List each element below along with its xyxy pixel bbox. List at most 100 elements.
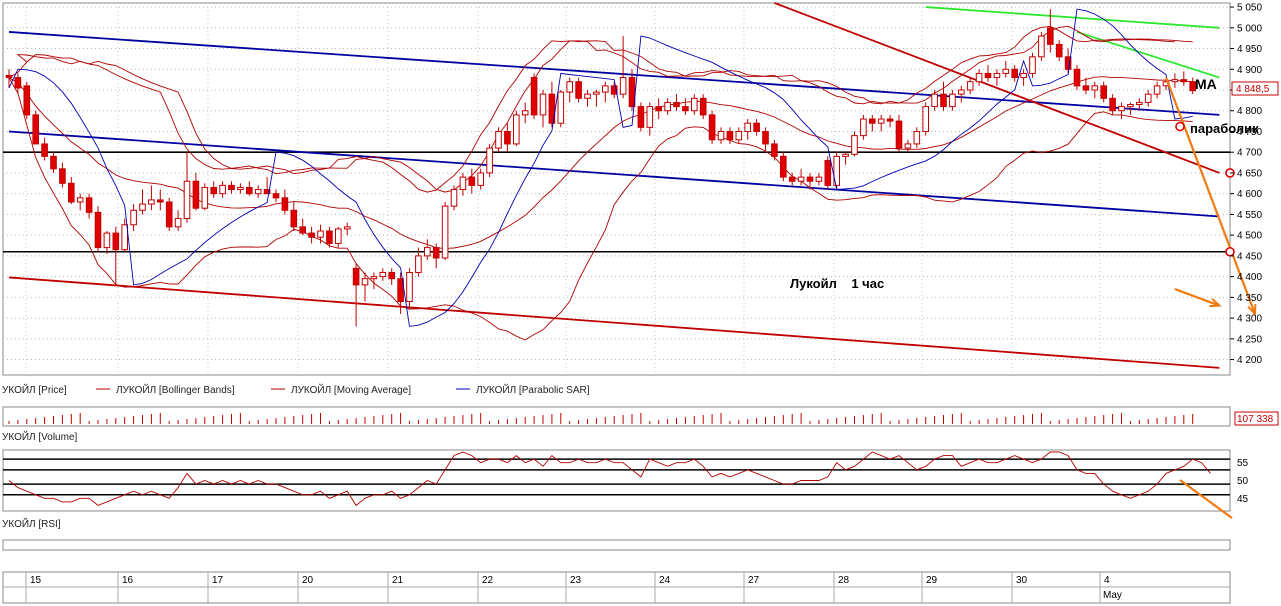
bearish-candle-body bbox=[869, 118, 876, 124]
bullish-candle-body bbox=[370, 276, 378, 280]
candle bbox=[966, 77, 974, 95]
bullish-candle-body bbox=[486, 147, 493, 174]
price-tick-label: 4 350 bbox=[1237, 293, 1262, 304]
candle bbox=[424, 239, 431, 261]
bearish-candle-body bbox=[628, 77, 636, 108]
bullish-candle-body bbox=[441, 205, 449, 259]
rsi-label: УКОЙЛ [RSI] bbox=[2, 517, 61, 530]
candle bbox=[673, 94, 680, 111]
bearish-candle-body bbox=[1064, 56, 1072, 70]
candle bbox=[415, 247, 422, 277]
candle bbox=[913, 127, 921, 149]
candle bbox=[370, 272, 378, 290]
bearish-candle-body bbox=[85, 197, 93, 213]
bearish-candle-body bbox=[281, 197, 289, 211]
candle bbox=[824, 156, 832, 190]
candle bbox=[806, 172, 814, 190]
candle bbox=[566, 77, 574, 103]
bullish-candle-body bbox=[1020, 72, 1027, 79]
day-tick-label: 16 bbox=[122, 575, 134, 586]
price-tick-label: 4 200 bbox=[1237, 355, 1262, 366]
rsi-levels bbox=[3, 458, 1230, 496]
bearish-candle-body bbox=[1100, 85, 1108, 99]
bullish-candle-body bbox=[1127, 104, 1134, 108]
candle bbox=[842, 152, 849, 165]
candle bbox=[904, 139, 912, 153]
bullish-candle-body bbox=[1002, 68, 1010, 74]
day-tick-label: 15 bbox=[30, 575, 42, 586]
bearish-candle-body bbox=[157, 199, 164, 203]
bullish-candle-body bbox=[379, 271, 387, 278]
price-tick-label: 4 650 bbox=[1237, 168, 1262, 179]
bearish-candle-body bbox=[397, 278, 404, 303]
bearish-candle-body bbox=[192, 180, 200, 209]
parabolic-annotation: параболик bbox=[1190, 121, 1259, 136]
volume-label: УКОЙЛ [Volume] bbox=[2, 430, 78, 443]
bearish-candle-body bbox=[1189, 81, 1197, 92]
bearish-candle-body bbox=[210, 186, 217, 195]
bullish-candle-body bbox=[219, 184, 226, 195]
bearish-candle-body bbox=[1082, 85, 1090, 91]
empty-panel-frame bbox=[2, 539, 1231, 551]
candle bbox=[664, 98, 671, 115]
candle bbox=[1100, 81, 1108, 103]
trend-channels bbox=[8, 2, 1220, 369]
bearish-candle-body bbox=[1055, 43, 1063, 58]
bullish-candle-body bbox=[513, 114, 520, 145]
candle bbox=[575, 77, 582, 103]
bullish-candle-body bbox=[495, 130, 502, 149]
bearish-candle-body bbox=[886, 118, 894, 122]
candle bbox=[68, 177, 75, 205]
candle bbox=[361, 272, 369, 302]
price-tick-label: 4 500 bbox=[1237, 231, 1262, 242]
bullish-candle-body bbox=[254, 189, 262, 195]
candle bbox=[121, 218, 129, 252]
bullish-candle-body bbox=[664, 101, 671, 112]
candle bbox=[112, 226, 120, 285]
channel-line-red-upper bbox=[774, 2, 1220, 174]
last-price-box bbox=[1231, 81, 1279, 96]
candle bbox=[76, 193, 84, 211]
volume-panel: 107 338 УКОЙЛ [Volume] bbox=[2, 406, 1279, 443]
candle bbox=[548, 81, 556, 128]
bullish-candle-body bbox=[931, 93, 938, 108]
bearish-candle-body bbox=[432, 247, 440, 259]
chart-title: Лукойл 1 час bbox=[790, 276, 884, 291]
candle bbox=[388, 268, 395, 285]
candle bbox=[530, 73, 538, 120]
bullish-candle-body bbox=[450, 189, 458, 207]
candle bbox=[797, 168, 805, 186]
day-tick-label: 30 bbox=[1016, 575, 1028, 586]
bullish-candle-body bbox=[922, 106, 930, 132]
candle bbox=[1091, 81, 1099, 99]
candle bbox=[94, 206, 102, 252]
bullish-candle-body bbox=[593, 91, 600, 95]
bullish-candle-body bbox=[76, 197, 84, 203]
bearish-candle-body bbox=[1073, 68, 1081, 87]
bullish-candle-body bbox=[521, 110, 529, 116]
candle bbox=[59, 162, 66, 188]
candle bbox=[183, 152, 191, 223]
day-tick-label: 20 bbox=[302, 575, 314, 586]
bullish-candle-body bbox=[744, 122, 752, 132]
bearish-candle-body bbox=[228, 184, 235, 191]
last-price-label: 4 848,5 bbox=[1236, 84, 1270, 95]
candle bbox=[860, 114, 867, 140]
bullish-candle-body bbox=[717, 130, 725, 141]
candle bbox=[148, 185, 155, 211]
candle bbox=[513, 110, 520, 146]
day-tick-label: 28 bbox=[838, 575, 850, 586]
bearish-candle-body bbox=[68, 182, 75, 203]
bullish-candle-body bbox=[317, 230, 324, 238]
bearish-candle-body bbox=[504, 130, 511, 145]
bullish-candle-body bbox=[539, 93, 547, 116]
bullish-candle-body bbox=[904, 143, 912, 149]
rsi-tick-label: 55 bbox=[1237, 458, 1249, 469]
candle bbox=[343, 222, 351, 236]
candle bbox=[157, 189, 164, 211]
candle bbox=[584, 90, 591, 107]
bearish-candle-body bbox=[788, 176, 796, 182]
parabolic-sar-line bbox=[8, 8, 1193, 327]
bullish-candle-body bbox=[993, 72, 1001, 79]
candle bbox=[1011, 65, 1019, 82]
